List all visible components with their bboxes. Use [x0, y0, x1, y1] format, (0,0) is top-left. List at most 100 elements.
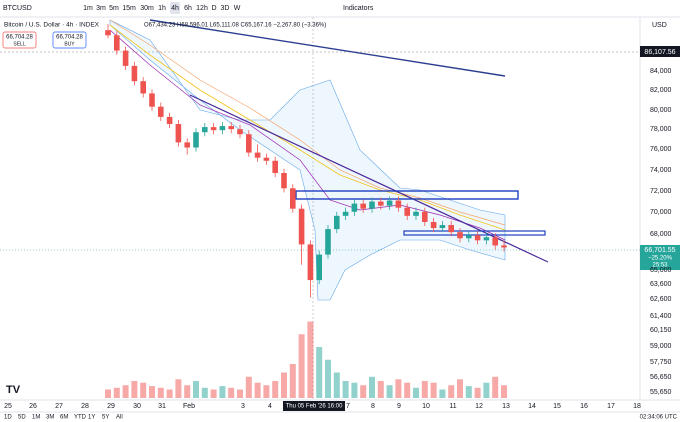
candle-body [360, 203, 366, 209]
range-button[interactable]: 6M [60, 415, 68, 421]
range-button[interactable]: All [116, 415, 123, 421]
volume-bar [245, 376, 252, 398]
interval[interactable]: 15m [122, 5, 136, 12]
volume-bar [210, 389, 217, 398]
candle-body [422, 211, 428, 222]
price-label: 80,000 [650, 107, 672, 114]
price-label: 76,000 [650, 146, 672, 153]
range-button[interactable]: 3M [46, 415, 54, 421]
range-button[interactable]: 1D [4, 415, 12, 421]
interval[interactable]: 30m [140, 5, 154, 12]
indicators-button[interactable]: Indicators [343, 5, 374, 12]
time-label: 14 [528, 403, 536, 410]
time-label: 13 [502, 403, 510, 410]
symbol[interactable]: BTCUSD [3, 5, 32, 12]
volume-bar [439, 389, 446, 398]
volume-bar [201, 387, 208, 398]
time-label: 8 [371, 403, 375, 410]
price-label: 60,150 [650, 327, 672, 334]
candle-body [404, 207, 410, 216]
interval[interactable]: 3D [221, 5, 230, 12]
time-label: 7 [346, 403, 350, 410]
candle-body [122, 50, 129, 66]
buy-price[interactable]: 66,704.28 [56, 35, 83, 41]
high-marker [640, 46, 680, 57]
sell-label[interactable]: SELL [13, 41, 25, 47]
moving-average [109, 29, 506, 241]
price-label: 70,000 [650, 209, 672, 216]
range-button[interactable]: YTD [74, 415, 87, 421]
volume-bar [140, 382, 147, 398]
volume-bar [122, 385, 129, 398]
volume-bar [307, 321, 314, 398]
volume-bar [325, 359, 331, 398]
interval[interactable]: 1m [83, 5, 93, 12]
candles [105, 24, 507, 398]
range-button[interactable]: 5D [18, 415, 26, 421]
candle-body [281, 173, 287, 189]
candle-body [395, 200, 402, 208]
price-label: 65,000 [650, 267, 672, 274]
range-button[interactable]: 1Y [88, 415, 95, 421]
time-label: 29 [107, 403, 115, 410]
time-label: 25 [4, 403, 12, 410]
interval[interactable]: W [234, 5, 241, 12]
candle-body [466, 235, 472, 239]
candle-body [342, 211, 349, 216]
volume-bar [131, 381, 138, 398]
volume-bar [483, 382, 490, 398]
price-label: 61,400 [650, 313, 672, 320]
range-button[interactable]: 1M [32, 415, 40, 421]
interval[interactable]: 3m [96, 5, 106, 12]
volume-bar [501, 385, 507, 398]
time-label: 18 [633, 403, 641, 410]
volume-bar [175, 379, 182, 398]
buy-label[interactable]: BUY [64, 41, 75, 47]
volume-bar [254, 382, 261, 398]
candle-body [386, 200, 393, 206]
candle-body [474, 235, 481, 241]
sell-price[interactable]: 66,704.28 [6, 35, 33, 41]
time-label: 27 [55, 403, 63, 410]
interval[interactable]: 4h [171, 5, 179, 12]
candle-body [131, 65, 138, 82]
interval[interactable]: 1h [158, 5, 166, 12]
time-label: 4 [268, 403, 272, 410]
range-button[interactable]: 5Y [102, 415, 109, 421]
volume-bar [272, 381, 279, 398]
volume-bar [369, 376, 375, 398]
volume-bar [157, 387, 164, 398]
volume-bar [298, 334, 305, 398]
volume-bar [228, 387, 235, 398]
volume-bar [219, 386, 226, 398]
price-label: 63,600 [650, 281, 672, 288]
candle-body [175, 124, 182, 143]
sell-button[interactable] [2, 31, 37, 49]
candle-body [140, 81, 146, 94]
interval[interactable]: D [211, 5, 216, 12]
time-label: 28 [81, 403, 89, 410]
candle-body [228, 126, 234, 130]
candle-body [184, 142, 190, 148]
price-label: 55,650 [650, 389, 672, 396]
interval[interactable]: 5m [109, 5, 119, 12]
volume-bar [166, 389, 173, 398]
time-label: 15 [553, 403, 561, 410]
interval[interactable]: 6h [184, 5, 192, 12]
interval[interactable]: 12h [196, 5, 208, 12]
candle-body [290, 188, 296, 209]
time-label: 30 [133, 403, 141, 410]
volume-bar [342, 381, 349, 398]
candle-body [351, 203, 358, 212]
volume-bar [492, 376, 499, 398]
candle-body [439, 225, 446, 229]
candle-body [246, 134, 252, 153]
candle-body [307, 244, 314, 281]
buy-button[interactable] [52, 31, 87, 49]
candle-body [193, 132, 199, 148]
volume-bar [333, 372, 340, 398]
time-label: 3 [241, 403, 245, 410]
volume-bar [413, 387, 419, 398]
time-label: 12 [475, 403, 483, 410]
